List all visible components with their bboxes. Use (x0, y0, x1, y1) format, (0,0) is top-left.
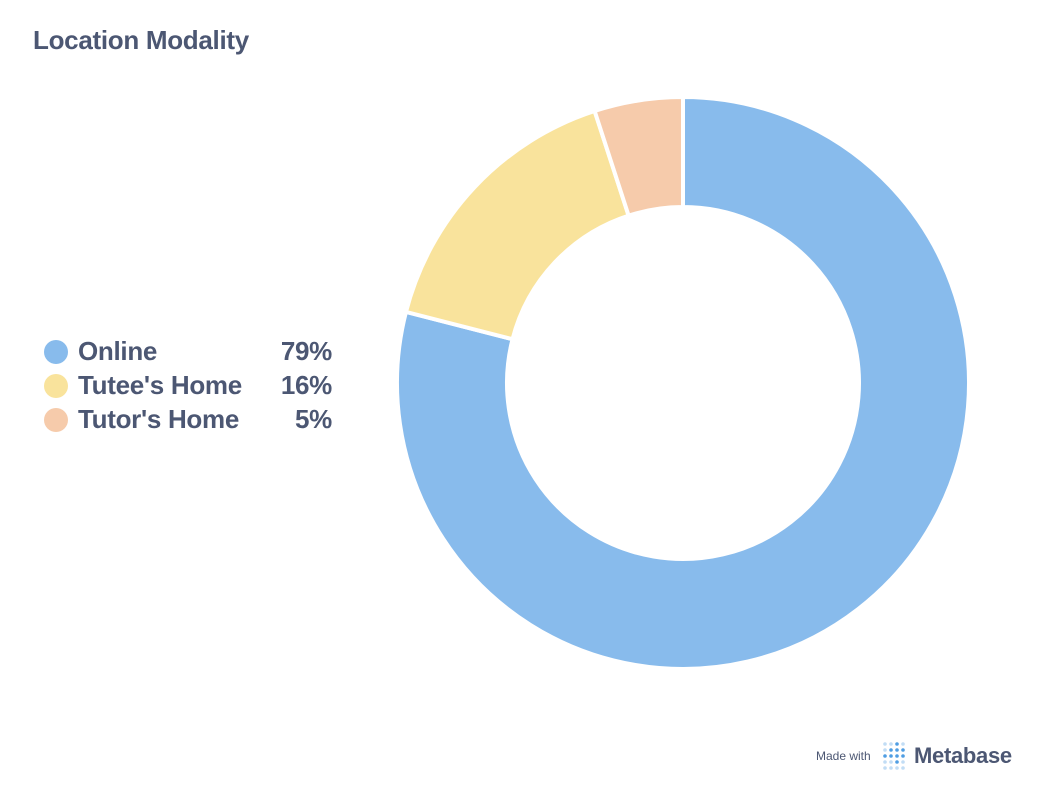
metabase-brand-name: Metabase (914, 743, 1012, 768)
made-with-label: Made with (816, 749, 871, 763)
legend-dot-tutees-home (44, 374, 68, 398)
legend-dot-tutors-home (44, 408, 68, 432)
chart-legend: Online 79% Tutee's Home 16% Tutor's Home… (44, 334, 336, 436)
chart-title: Location Modality (33, 25, 249, 55)
legend-value-online: 79% (280, 336, 332, 366)
legend-label-tutors-home: Tutor's Home (78, 404, 239, 434)
donut-slice-tutor-s-home[interactable] (592, 94, 685, 219)
donut-slice-tutee-s-home[interactable] (403, 108, 632, 342)
donut-slices (395, 94, 971, 671)
legend-dot-online (44, 340, 68, 364)
legend-label-online: Online (78, 336, 158, 366)
legend-item-tutors-home[interactable]: Tutor's Home 5% (44, 402, 336, 436)
metabase-logo-icon (883, 742, 905, 770)
made-with-metabase-badge[interactable]: Made with Metabase (816, 740, 1016, 772)
donut-slice-online[interactable] (395, 94, 971, 671)
legend-item-online[interactable]: Online 79% (44, 334, 336, 368)
legend-value-tutees-home: 16% (280, 370, 332, 400)
legend-value-tutors-home: 5% (295, 404, 332, 434)
legend-item-tutees-home[interactable]: Tutee's Home 16% (44, 368, 336, 402)
legend-label-tutees-home: Tutee's Home (78, 370, 242, 400)
